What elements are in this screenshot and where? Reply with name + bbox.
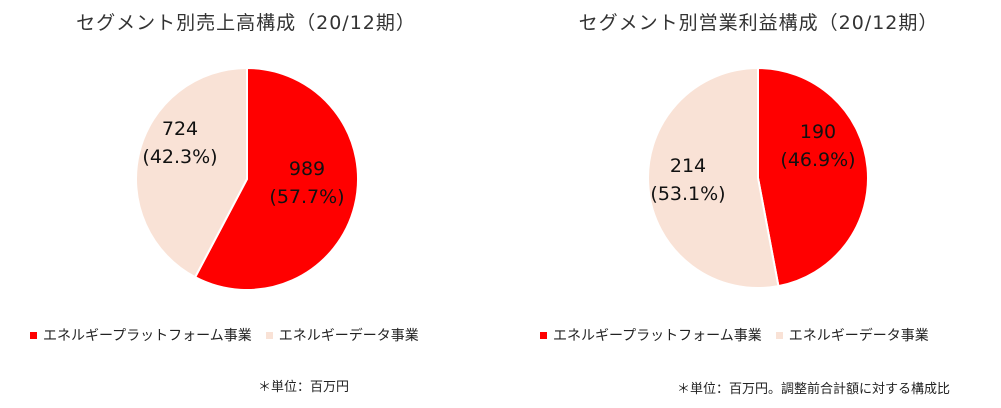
- pie-slice: [647, 66, 780, 289]
- sales-pie-chart: セグメント別売上高構成（20/12期） 989 (57.7%) 724 (42.3%)…: [0, 0, 500, 408]
- chart-title: セグメント別売上高構成（20/12期）: [76, 12, 416, 34]
- legend-label: エネルギープラットフォーム事業: [43, 328, 252, 344]
- legend: エネルギープラットフォーム事業 エネルギーデータ事業: [540, 325, 943, 345]
- legend-label: エネルギーデータ事業: [278, 328, 419, 344]
- unit-note: ＊単位：百万円: [258, 380, 350, 395]
- legend-swatch-red: [30, 331, 37, 339]
- legend-swatch-beige: [775, 331, 783, 339]
- operating-profit-pie-chart: セグメント別営業利益構成（20/12期） 190 (46.9%) 214 (53.1%…: [500, 0, 1001, 408]
- legend-swatch-beige: [265, 331, 273, 339]
- legend-label: エネルギーデータ事業: [788, 328, 929, 344]
- pie-plot: 989 (57.7%) 724 (42.3%): [135, 66, 359, 291]
- chart-title: セグメント別営業利益構成（20/12期）: [578, 12, 939, 34]
- legend-item-data: エネルギーデータ事業: [265, 325, 419, 345]
- slice-value-label: 989: [289, 158, 325, 180]
- legend: エネルギープラットフォーム事業 エネルギーデータ事業: [30, 325, 433, 345]
- legend-label: エネルギープラットフォーム事業: [553, 328, 762, 344]
- slice-percent-label: (53.1%): [650, 183, 725, 205]
- pie-slice: [135, 66, 248, 279]
- pie-slice: [757, 66, 869, 288]
- slice-value-label: 214: [670, 155, 706, 177]
- legend-swatch-red: [540, 331, 547, 339]
- slice-percent-label: (42.3%): [142, 146, 217, 168]
- unit-note: ＊単位：百万円。調整前合計額に対する構成比: [677, 382, 951, 397]
- pie-plot: 190 (46.9%) 214 (53.1%): [647, 66, 869, 289]
- slice-value-label: 724: [162, 118, 198, 140]
- legend-item-platform: エネルギープラットフォーム事業: [30, 325, 252, 345]
- pie-slice: [193, 66, 359, 291]
- slice-percent-label: (46.9%): [780, 149, 855, 171]
- legend-item-platform: エネルギープラットフォーム事業: [540, 325, 762, 345]
- slice-percent-label: (57.7%): [269, 186, 344, 208]
- slice-value-label: 190: [800, 121, 836, 143]
- legend-item-data: エネルギーデータ事業: [775, 325, 929, 345]
